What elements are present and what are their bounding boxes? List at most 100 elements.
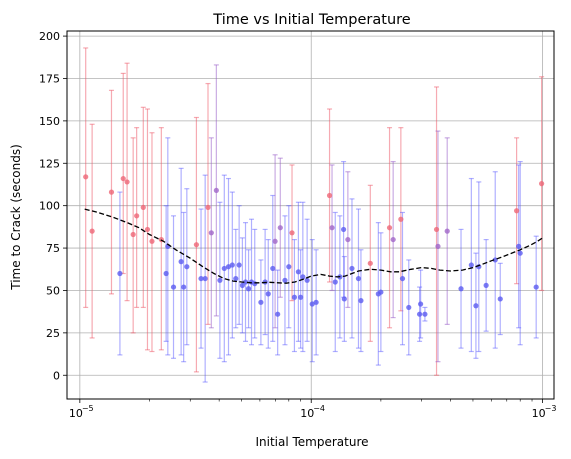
data-point [144, 226, 151, 233]
data-point [483, 282, 489, 288]
data-point [202, 275, 208, 282]
y-axis-ticks: 0 25 50 75 100 125 150 175 200 [39, 30, 67, 382]
x-tick-exponent: −4 [313, 404, 325, 413]
data-point [289, 230, 295, 236]
data-point [444, 228, 450, 234]
data-point [233, 275, 239, 282]
data-point [349, 265, 355, 272]
data-point [291, 294, 298, 300]
data-point [497, 296, 503, 302]
data-point [390, 236, 396, 243]
data-point [422, 311, 428, 317]
data-point [213, 187, 219, 194]
data-point [406, 304, 412, 311]
data-point [304, 277, 310, 283]
data-point [205, 204, 211, 210]
y-axis-label: Time to Crack (seconds) [9, 144, 23, 290]
data-point [399, 275, 406, 282]
plot-frame [66, 30, 555, 400]
data-point [286, 264, 292, 270]
data-point [358, 298, 364, 304]
data-point [83, 174, 89, 180]
data-point [134, 213, 140, 219]
data-point [298, 294, 304, 300]
data-point [398, 216, 404, 222]
data-point [245, 286, 252, 292]
data-point [514, 208, 520, 214]
data-point [345, 236, 351, 243]
data-point [309, 301, 315, 307]
data-point [367, 260, 373, 266]
data-point [517, 250, 523, 256]
data-point [277, 225, 283, 231]
data-point [275, 311, 281, 317]
data-point [108, 189, 115, 195]
data-point [386, 225, 393, 231]
data-point [416, 311, 423, 317]
y-tick-label: 175 [39, 72, 60, 85]
data-point [458, 286, 464, 292]
data-point [149, 238, 155, 244]
y-tick-label: 100 [39, 200, 60, 213]
data-point [140, 204, 146, 210]
data-point [178, 259, 184, 265]
data-point [516, 243, 522, 249]
data-point [208, 230, 214, 236]
y-tick-label: 150 [39, 115, 60, 128]
x-tick-exponent: −3 [545, 404, 557, 413]
data-point [221, 265, 227, 272]
data-point [217, 277, 223, 283]
y-tick-label: 25 [46, 327, 60, 340]
data-point [229, 262, 235, 268]
data-point [236, 262, 242, 268]
data-point [282, 277, 288, 283]
data-point [124, 179, 130, 185]
data-point [468, 262, 474, 268]
data-point [239, 282, 245, 288]
data-point [435, 243, 441, 249]
data-point [270, 265, 276, 272]
y-tick-label: 125 [39, 157, 60, 170]
data-point [89, 228, 95, 234]
y-tick-label: 200 [39, 30, 60, 43]
data-point [300, 274, 306, 280]
data-point [130, 231, 136, 238]
grid [67, 31, 554, 399]
data-point [242, 279, 249, 285]
data-point [117, 270, 123, 277]
data-point [313, 299, 319, 305]
data-point [181, 284, 187, 290]
data-point [295, 269, 301, 275]
data-point [433, 226, 440, 233]
y-tick-label: 0 [53, 369, 60, 382]
data-point [193, 242, 200, 248]
data-point [329, 225, 335, 231]
data-point [378, 289, 384, 295]
x-tick-label: 10 [300, 407, 314, 420]
data-point [265, 291, 271, 297]
data-point [539, 181, 545, 187]
data-point [355, 275, 362, 282]
data-point [326, 192, 333, 199]
trend-line [84, 208, 543, 284]
data-point [120, 175, 126, 182]
data-point [418, 301, 424, 307]
chart-title: Time vs Initial Temperature [212, 12, 411, 28]
data-point [258, 299, 264, 305]
y-tick-label: 75 [46, 242, 60, 255]
data-point [341, 296, 347, 302]
data-point [272, 238, 278, 244]
data-point [533, 284, 539, 290]
data-point [332, 279, 338, 285]
data-point [473, 303, 479, 309]
data-point [170, 284, 177, 290]
data-point [340, 226, 347, 233]
x-tick-exponent: −5 [82, 404, 94, 413]
x-tick-label: 10 [69, 407, 83, 420]
x-tick-label: 10 [532, 407, 546, 420]
data-point [163, 270, 169, 277]
data-point [184, 264, 190, 270]
y-tick-label: 50 [46, 284, 60, 297]
